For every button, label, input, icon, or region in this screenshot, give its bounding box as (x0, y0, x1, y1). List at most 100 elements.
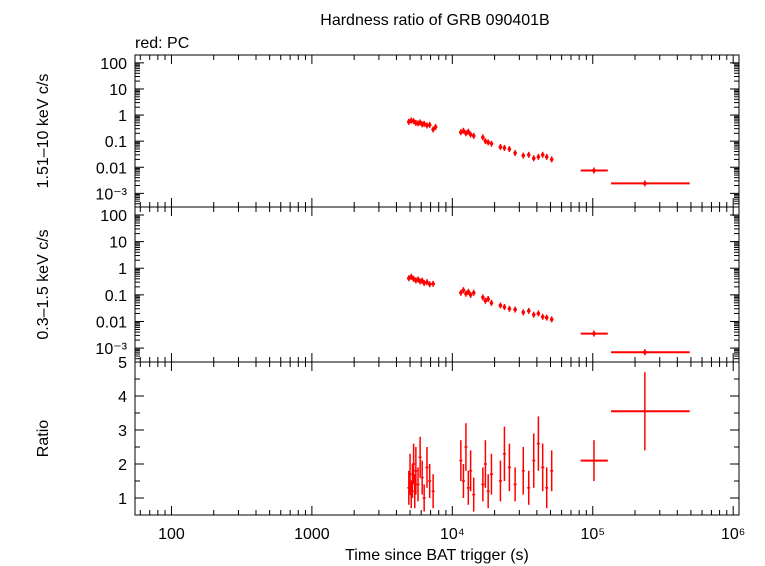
panel-soft-band: 100 10 1 0.1 0.01 10⁻³ (95, 206, 740, 363)
data-point (513, 467, 517, 502)
data-point (486, 295, 490, 302)
data-point (472, 477, 476, 512)
x-tick-label: 10⁶ (721, 526, 745, 543)
x-tick-label: 10⁵ (581, 526, 605, 543)
y-tick-label: 0.1 (105, 134, 127, 151)
data-point (536, 310, 541, 317)
panel-ratio: 1 2 3 4 5 100 1000 10⁴ 10⁵ 10⁶ (118, 355, 745, 543)
data-point (431, 474, 435, 509)
data-point (420, 460, 424, 495)
data-point (422, 484, 426, 512)
x-tick-label: 10⁴ (440, 526, 465, 543)
data-point (409, 273, 414, 280)
data-point (483, 440, 487, 488)
data-point (502, 303, 507, 310)
data-point (545, 467, 549, 509)
data-point (486, 139, 490, 146)
data-point (489, 140, 494, 147)
x-tick-label: 100 (158, 526, 185, 543)
y-tick-label: 5 (118, 355, 127, 372)
data-point (531, 311, 536, 318)
data-point (544, 153, 549, 160)
x-tick-label: 1000 (294, 526, 330, 543)
data-point (526, 151, 531, 158)
y-tick-label: 10⁻³ (95, 341, 127, 358)
data-point (481, 134, 485, 141)
data-point (483, 138, 488, 145)
y-axis-label: Ratio (35, 420, 52, 457)
data-point (513, 306, 517, 313)
data-point (422, 279, 426, 286)
y-tick-label: 0.01 (96, 160, 127, 177)
data-point (527, 470, 531, 505)
data-point (418, 436, 422, 478)
data-point (531, 155, 536, 162)
legend-label: red: PC (135, 35, 189, 52)
data-point (466, 128, 471, 135)
chart-title: Hardness ratio of GRB 090401B (320, 12, 549, 29)
y-tick-label: 100 (100, 56, 127, 73)
data-point (427, 121, 432, 128)
y-tick-label: 2 (118, 457, 127, 474)
data-point (461, 464, 465, 498)
y-tick-label: 10 (109, 235, 127, 252)
data-point (471, 289, 476, 296)
data-point (498, 460, 502, 502)
y-tick-label: 0.01 (96, 314, 127, 331)
data-point (536, 153, 541, 160)
data-point (526, 307, 531, 314)
y-tick-label: 4 (118, 389, 127, 406)
data-point (425, 447, 429, 488)
data-point (412, 443, 416, 485)
data-point (427, 281, 432, 288)
y-tick-label: 1 (118, 261, 127, 278)
data-point (408, 453, 412, 495)
x-axis-label: Time since BAT trigger (s) (345, 547, 529, 564)
data-point (521, 447, 525, 495)
data-point (425, 279, 429, 286)
data-point (498, 143, 503, 150)
y-tick-label: 1 (118, 491, 127, 508)
data-point (541, 443, 545, 492)
y-axis-labels: 1.51–10 keV c/s 0.3–1.5 keV c/s Ratio (35, 74, 52, 458)
data-point (414, 447, 418, 495)
data-point (540, 151, 545, 158)
data-point (550, 450, 554, 492)
data-point (489, 453, 493, 495)
data-point (422, 120, 426, 127)
data-point (489, 299, 494, 306)
data-point (481, 467, 485, 502)
y-tick-label: 3 (118, 423, 127, 440)
data-point (468, 131, 473, 138)
panel-hard-band: 100 10 1 0.1 0.01 10⁻³ (95, 54, 740, 208)
data-point (469, 450, 473, 492)
y-tick-label: 100 (100, 208, 127, 225)
data-point (507, 146, 512, 153)
data-point (431, 280, 435, 287)
y-tick-label: 1 (118, 108, 127, 125)
data-point (532, 433, 536, 488)
data-point (459, 440, 463, 481)
data-point (507, 443, 511, 492)
data-point (471, 132, 476, 139)
data-point (521, 152, 526, 159)
data-point (540, 313, 545, 320)
data-point (544, 314, 549, 321)
y-axis-label: 1.51–10 keV c/s (35, 74, 52, 189)
data-point (407, 275, 411, 282)
data-point (431, 126, 435, 133)
y-axis-label: 0.3–1.5 keV c/s (35, 229, 52, 339)
data-point (461, 287, 466, 294)
plot-frame (134, 206, 740, 363)
y-tick-label: 10 (109, 82, 127, 99)
data-point (483, 297, 488, 304)
data-point (513, 150, 517, 157)
data-point (521, 309, 526, 316)
data-point (464, 290, 468, 297)
data-point (466, 470, 470, 505)
data-point (461, 127, 466, 134)
data-point (549, 156, 554, 163)
y-tick-label: 10⁻³ (95, 186, 127, 203)
data-point (507, 305, 512, 312)
plot-frame (134, 361, 740, 516)
